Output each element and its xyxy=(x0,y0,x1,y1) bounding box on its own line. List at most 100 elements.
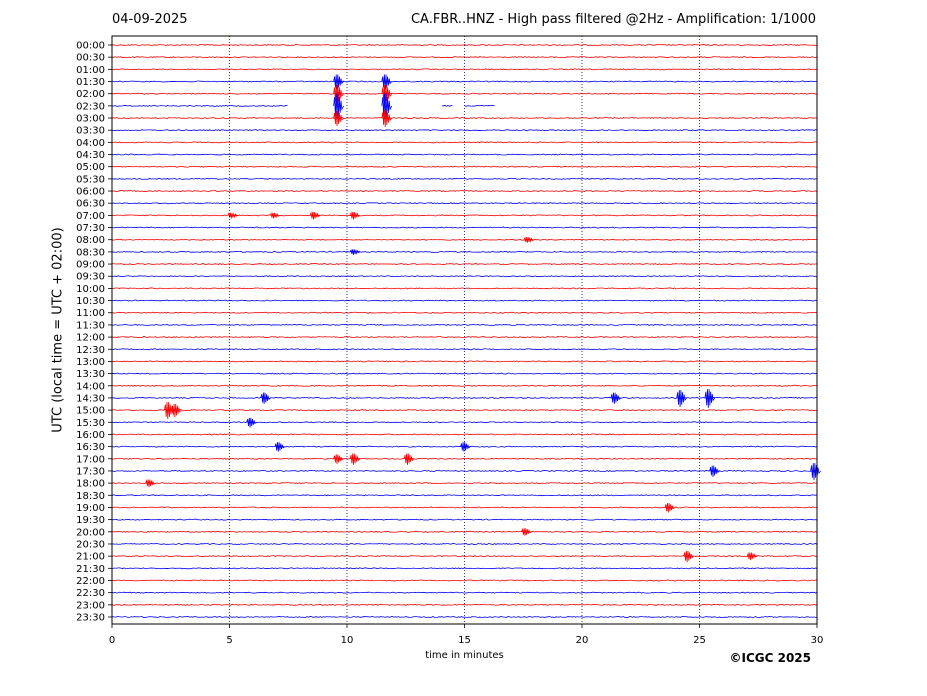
y-tick-label: 01:00 xyxy=(76,65,105,76)
y-tick-label: 17:30 xyxy=(76,466,105,477)
trace-line-0800 xyxy=(111,238,817,241)
y-tick-label: 12:30 xyxy=(76,345,105,356)
event-spike xyxy=(349,248,361,255)
trace-line-1430 xyxy=(111,396,818,399)
copyright-text: ©ICGC 2025 xyxy=(729,651,811,665)
y-tick-label: 16:00 xyxy=(76,430,105,441)
trace-line-0430 xyxy=(111,153,818,156)
trace-line-1700 xyxy=(111,457,818,460)
trace-line-0700 xyxy=(111,214,818,217)
trace-line-1230 xyxy=(111,348,818,351)
event-spike xyxy=(460,442,471,452)
event-spike xyxy=(171,403,182,418)
y-tick-label: 21:00 xyxy=(76,552,105,563)
y-tick-label: 07:30 xyxy=(76,223,105,234)
x-ticks-group: 0 5 10 15 20 25 30 xyxy=(109,624,823,646)
y-tick-label: 03:00 xyxy=(76,114,105,125)
x-tick-label: 25 xyxy=(693,635,706,646)
event-spike xyxy=(333,74,344,90)
event-spike xyxy=(683,550,695,563)
y-tick-label: 06:00 xyxy=(76,187,105,198)
x-tick-label: 20 xyxy=(576,635,589,646)
y-tick-label: 10:00 xyxy=(76,284,105,295)
y-tick-label: 03:30 xyxy=(76,126,105,137)
y-tick-label: 19:00 xyxy=(76,503,105,514)
event-spike xyxy=(269,212,281,219)
trace-line-0730 xyxy=(111,226,818,229)
event-spike xyxy=(523,236,535,243)
y-tick-label: 19:30 xyxy=(76,515,105,526)
y-tick-label: 14:30 xyxy=(76,393,105,404)
trace-line-2100 xyxy=(111,555,818,558)
y-tick-label: 01:30 xyxy=(76,77,105,88)
trace-line-0830 xyxy=(111,250,818,253)
y-tick-label: 05:30 xyxy=(76,174,105,185)
trace-line-1730 xyxy=(111,470,818,472)
trace-line-0500 xyxy=(111,165,818,168)
y-tick-label: 20:30 xyxy=(76,539,105,550)
y-tick-label: 23:30 xyxy=(76,612,105,623)
x-tick-label: 5 xyxy=(226,635,232,646)
y-tick-label: 23:00 xyxy=(76,600,105,611)
x-tick-label: 15 xyxy=(458,635,471,646)
trace-line-2330 xyxy=(111,616,818,618)
event-spike xyxy=(349,211,361,220)
y-tick-label: 08:00 xyxy=(76,235,105,246)
trace-line-0630 xyxy=(111,202,818,205)
y-tick-label: 08:30 xyxy=(76,247,105,258)
event-spike xyxy=(381,93,393,120)
y-axis-label: UTC (local time = UTC + 02:00) xyxy=(50,227,66,433)
event-spike xyxy=(333,93,344,120)
y-tick-label: 07:00 xyxy=(76,211,105,222)
event-spike xyxy=(610,392,622,404)
trace-line-1400 xyxy=(111,384,818,387)
x-tick-label: 0 xyxy=(109,635,115,646)
y-tick-label: 18:30 xyxy=(76,491,105,502)
trace-line-2300 xyxy=(111,603,818,606)
trace-line-0230 xyxy=(111,104,495,107)
event-spike xyxy=(746,552,758,561)
event-spike xyxy=(246,417,257,428)
y-tick-label: 02:30 xyxy=(76,101,105,112)
y-tick-label: 05:00 xyxy=(76,162,105,173)
y-tick-label: 04:30 xyxy=(76,150,105,161)
trace-line-1500 xyxy=(111,409,818,412)
event-spike xyxy=(521,527,532,536)
chart-title: CA.FBR..HNZ - High pass filtered @2Hz - … xyxy=(410,12,816,27)
grid-group xyxy=(229,36,700,624)
x-axis-label: time in minutes xyxy=(425,650,504,661)
y-tick-label: 22:30 xyxy=(76,588,105,599)
y-tick-label: 14:00 xyxy=(76,381,105,392)
trace-line-0400 xyxy=(111,141,818,144)
trace-line-1600 xyxy=(111,433,818,436)
header-date: 04-09-2025 xyxy=(112,12,188,27)
y-tick-label: 16:30 xyxy=(76,442,105,453)
event-spike xyxy=(309,211,321,220)
y-tick-label: 11:00 xyxy=(76,308,105,319)
trace-line-0330 xyxy=(111,129,818,132)
y-tick-label: 15:00 xyxy=(76,406,105,417)
event-spike xyxy=(333,454,344,464)
trace-line-1330 xyxy=(111,372,818,375)
event-spike xyxy=(333,84,344,104)
y-tick-label: 15:30 xyxy=(76,418,105,429)
y-tick-label: 22:00 xyxy=(76,576,105,587)
trace-line-2200 xyxy=(111,579,818,582)
y-tick-label: 06:30 xyxy=(76,199,105,210)
y-tick-label: 11:30 xyxy=(76,320,105,331)
y-tick-label: 00:30 xyxy=(76,53,105,64)
event-spike xyxy=(260,392,271,404)
event-spike xyxy=(145,479,156,488)
y-tick-label: 12:00 xyxy=(76,333,105,344)
event-spike xyxy=(381,74,393,90)
y-tick-label: 02:00 xyxy=(76,89,105,100)
y-tick-label: 09:00 xyxy=(76,260,105,271)
event-spike xyxy=(333,110,344,127)
y-tick-label: 13:30 xyxy=(76,369,105,380)
trace-line-1530 xyxy=(111,421,818,424)
event-spike xyxy=(381,84,393,104)
x-tick-label: 10 xyxy=(341,635,354,646)
y-tick-label: 18:00 xyxy=(76,479,105,490)
